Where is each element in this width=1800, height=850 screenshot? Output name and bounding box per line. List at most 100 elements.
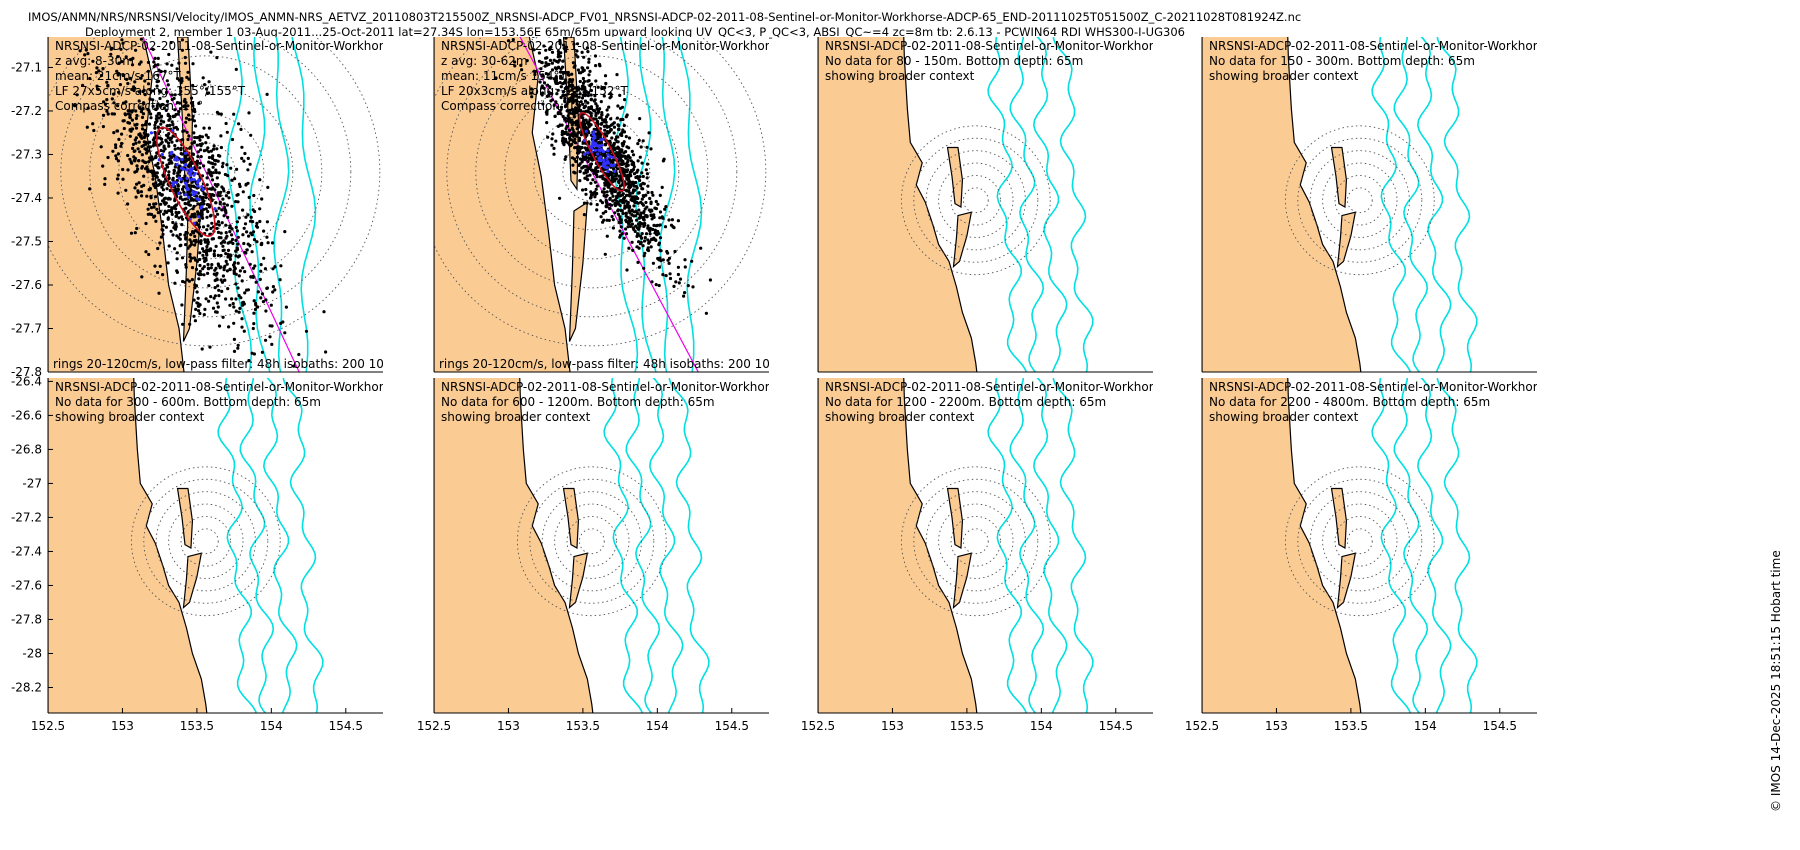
velocity-point	[153, 126, 157, 130]
velocity-point	[234, 249, 238, 253]
velocity-point	[258, 219, 262, 224]
velocity-point	[268, 335, 272, 339]
panel-title: NRSNSI-ADCP-02-2011-08-Sentinel-or-Monit…	[825, 380, 1224, 394]
velocity-point	[222, 268, 226, 272]
velocity-point	[199, 241, 203, 246]
velocity-point	[142, 7, 145, 10]
velocity-point	[162, 197, 166, 201]
velocity-point	[591, 192, 595, 196]
velocity-point	[126, 81, 130, 86]
velocity-point	[189, 240, 193, 244]
velocity-point	[224, 297, 228, 301]
velocity-point	[177, 61, 181, 65]
velocity-point	[158, 28, 161, 31]
velocity-point	[159, 202, 163, 206]
velocity-point	[112, 92, 116, 96]
velocity-point	[670, 218, 675, 222]
velocity-point	[198, 269, 202, 273]
panel-info-line: Compass correction: 11°	[55, 99, 203, 113]
velocity-ring	[504, 84, 680, 260]
velocity-point	[566, 86, 570, 90]
velocity-point	[585, 174, 589, 178]
velocity-point	[576, 131, 580, 135]
velocity-point	[643, 207, 647, 211]
velocity-point	[186, 104, 190, 108]
velocity-point	[216, 191, 220, 195]
velocity-point	[154, 163, 158, 167]
velocity-point	[592, 171, 596, 175]
velocity-point	[570, 88, 574, 92]
velocity-point	[190, 278, 194, 282]
velocity-point	[621, 128, 625, 132]
velocity-point	[529, 27, 532, 30]
velocity-point	[553, 114, 557, 118]
velocity-point	[258, 178, 262, 182]
velocity-point	[574, 53, 578, 57]
velocity-point	[626, 225, 630, 229]
velocity-point	[171, 220, 175, 225]
velocity-point	[215, 110, 219, 114]
velocity-point	[646, 226, 650, 230]
velocity-point	[102, 100, 106, 104]
velocity-point	[594, 192, 598, 196]
panel-info-line: No data for 2200 - 4800m. Bottom depth: …	[1209, 395, 1490, 409]
velocity-point	[643, 251, 647, 255]
velocity-point	[630, 208, 634, 212]
velocity-point	[136, 147, 140, 151]
velocity-point	[183, 61, 188, 65]
lowpass-point	[188, 173, 192, 177]
velocity-point	[513, 60, 517, 64]
velocity-point	[209, 213, 213, 217]
velocity-point	[222, 202, 226, 206]
velocity-point	[612, 131, 616, 135]
velocity-point	[627, 185, 631, 189]
velocity-point	[683, 265, 687, 269]
panel-title: NRSNSI-ADCP-02-2011-08-Sentinel-or-Monit…	[55, 380, 454, 394]
velocity-point	[578, 104, 582, 108]
lowpass-point	[596, 152, 600, 156]
velocity-point	[238, 184, 242, 189]
velocity-point	[619, 150, 623, 154]
lowpass-point	[602, 158, 606, 162]
panel-2: NRSNSI-ADCP-02-2011-08-Sentinel-or-Monit…	[433, 27, 769, 373]
velocity-point	[584, 118, 588, 122]
velocity-point	[193, 319, 197, 323]
panel-map-1	[48, 7, 383, 372]
velocity-point	[133, 186, 137, 190]
velocity-point	[191, 104, 195, 108]
velocity-point	[123, 113, 128, 117]
velocity-point	[547, 62, 551, 66]
velocity-ring	[578, 528, 605, 555]
velocity-point	[205, 245, 209, 249]
velocity-point	[582, 171, 586, 175]
velocity-point	[197, 273, 201, 277]
velocity-point	[564, 127, 568, 131]
velocity-point	[142, 183, 146, 187]
lowpass-point	[180, 157, 184, 162]
velocity-point	[123, 16, 126, 19]
velocity-point	[646, 184, 650, 188]
velocity-point	[143, 128, 147, 132]
velocity-point	[224, 231, 228, 235]
moreton-island	[946, 146, 964, 209]
velocity-point	[630, 240, 634, 244]
velocity-ring	[566, 515, 618, 567]
velocity-point	[201, 225, 206, 229]
velocity-point	[158, 90, 162, 94]
velocity-point	[561, 59, 565, 63]
lowpass-point	[184, 182, 188, 186]
velocity-point	[221, 315, 225, 319]
velocity-ring	[475, 55, 709, 289]
velocity-point	[177, 110, 181, 114]
velocity-point	[195, 259, 199, 263]
velocity-point	[216, 284, 220, 288]
velocity-point	[639, 145, 643, 149]
velocity-point	[216, 193, 220, 197]
velocity-point	[165, 210, 169, 214]
velocity-point	[638, 175, 642, 179]
velocity-point	[180, 77, 184, 81]
velocity-point	[690, 259, 694, 263]
velocity-point	[540, 85, 544, 89]
velocity-point	[236, 242, 240, 246]
y-tick-label: -27.8	[11, 365, 42, 379]
